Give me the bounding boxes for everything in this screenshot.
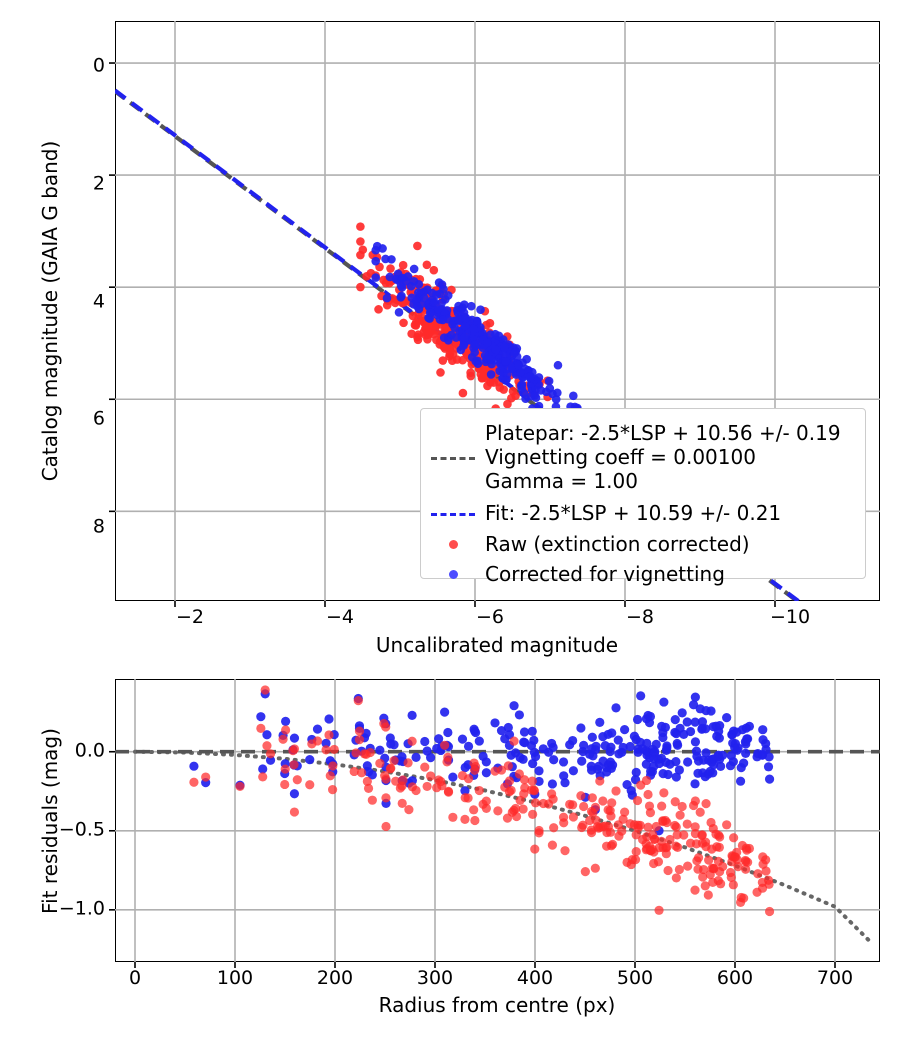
bottom-xtick-400: 400 bbox=[517, 969, 553, 988]
figure-canvas: 0 2 4 6 8 −2 −4 −6 −8 −10 Uncalibrated m… bbox=[0, 0, 900, 1050]
bottom-xtick-300: 300 bbox=[417, 969, 453, 988]
top-panel-legend: Platepar: -2.5*LSP + 10.56 +/- 0.19 Vign… bbox=[420, 408, 866, 579]
bottom-xaxis-title: Radius from centre (px) bbox=[379, 995, 616, 1015]
blue-dot-marker-icon bbox=[429, 563, 477, 585]
top-ytick-8: 8 bbox=[93, 518, 105, 537]
legend-raw-label: Raw (extinction corrected) bbox=[485, 534, 750, 554]
top-xtick-minus4: −4 bbox=[326, 608, 354, 627]
legend-entry-corrected: Corrected for vignetting bbox=[429, 559, 855, 589]
legend-entry-platepar: Platepar: -2.5*LSP + 10.56 +/- 0.19 Vign… bbox=[429, 416, 855, 497]
top-ytick-2: 2 bbox=[93, 175, 105, 194]
bottom-xtick-700: 700 bbox=[817, 969, 853, 988]
bottom-xtick-0: 0 bbox=[129, 969, 141, 988]
legend-fit-label: Fit: -2.5*LSP + 10.59 +/- 0.21 bbox=[485, 503, 781, 523]
bottom-ytick-0: 0.0 bbox=[75, 742, 105, 761]
bottom-ytick-minus10: −1.0 bbox=[59, 900, 105, 919]
top-ytick-0: 0 bbox=[93, 57, 105, 76]
legend-platepar-line1: Platepar: -2.5*LSP + 10.56 +/- 0.19 bbox=[485, 423, 841, 443]
legend-platepar-line2: Vignetting coeff = 0.00100 bbox=[485, 447, 841, 467]
bottom-xtick-200: 200 bbox=[317, 969, 353, 988]
top-xtick-minus6: −6 bbox=[476, 608, 504, 627]
legend-corrected-label: Corrected for vignetting bbox=[485, 564, 725, 584]
bottom-xtick-600: 600 bbox=[717, 969, 753, 988]
legend-entry-fit: Fit: -2.5*LSP + 10.59 +/- 0.21 bbox=[429, 497, 855, 529]
top-yaxis-title: Catalog magnitude (GAIA G band) bbox=[40, 141, 60, 482]
top-panel: 0 2 4 6 8 −2 −4 −6 −8 −10 Uncalibrated m… bbox=[0, 0, 900, 650]
legend-entry-raw: Raw (extinction corrected) bbox=[429, 529, 855, 559]
top-xtick-minus10: −10 bbox=[770, 608, 810, 627]
bottom-panel: 0.0 −0.5 −1.0 0 100 200 300 400 500 600 … bbox=[0, 650, 900, 1050]
gray-dashed-line-icon bbox=[429, 416, 477, 497]
legend-platepar-line3: Gamma = 1.00 bbox=[485, 471, 841, 491]
bottom-panel-plot-area bbox=[0, 650, 900, 1050]
legend-entry-platepar-text: Platepar: -2.5*LSP + 10.56 +/- 0.19 Vign… bbox=[485, 423, 841, 491]
bottom-ytick-minus05: −0.5 bbox=[59, 821, 105, 840]
top-ytick-6: 6 bbox=[93, 410, 105, 429]
bottom-yaxis-title: Fit residuals (mag) bbox=[40, 728, 60, 914]
blue-dashed-line-icon bbox=[429, 502, 477, 524]
bottom-xtick-500: 500 bbox=[617, 969, 653, 988]
bottom-xtick-100: 100 bbox=[217, 969, 253, 988]
top-xtick-minus8: −8 bbox=[626, 608, 654, 627]
top-ytick-4: 4 bbox=[93, 293, 105, 312]
top-xtick-minus2: −2 bbox=[176, 608, 204, 627]
red-dot-marker-icon bbox=[429, 533, 477, 555]
